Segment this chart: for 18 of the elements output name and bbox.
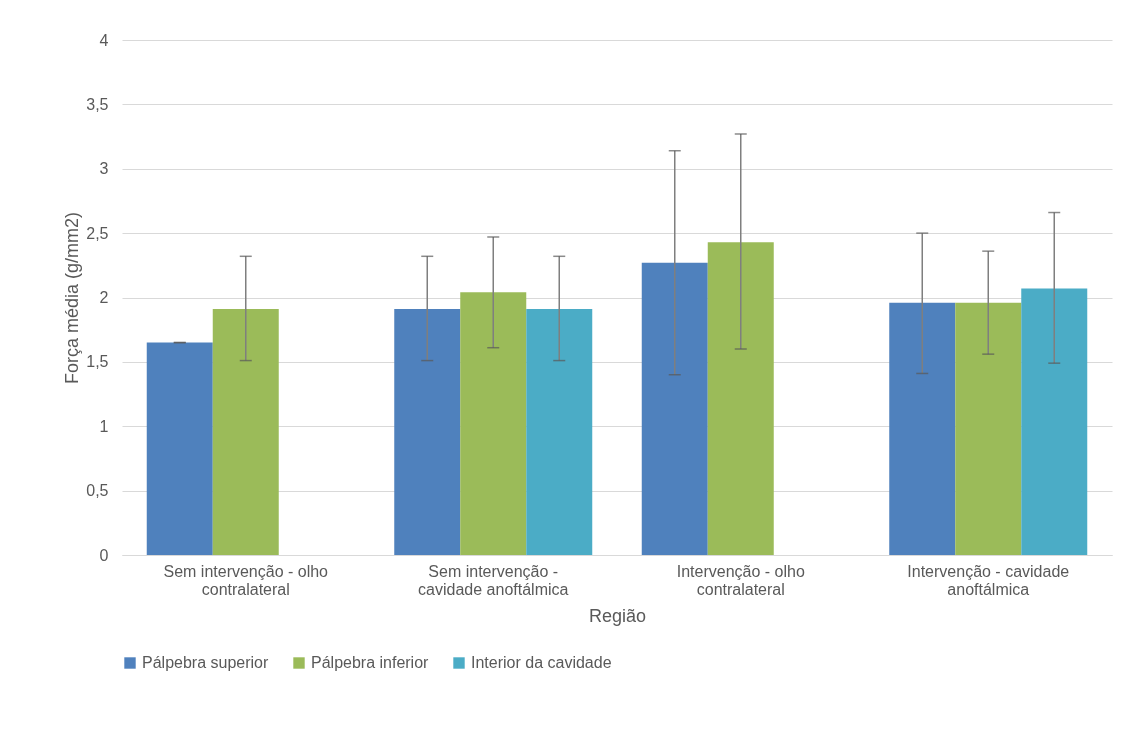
legend-label: Pálpebra superior <box>142 654 269 671</box>
y-tick-label: 4 <box>99 31 109 49</box>
y-tick-label: 1,5 <box>86 353 109 371</box>
legend-label: Interior da cavidade <box>471 654 612 671</box>
y-tick-label: 0 <box>99 546 109 564</box>
x-tick-label: Intervenção - cavidade anoftálmica <box>907 562 1070 598</box>
x-tick-label: Intervenção - olho contralateral <box>676 562 805 598</box>
y-tick-label: 3,5 <box>86 95 109 113</box>
y-axis-title: Força média (g/mm2) <box>62 211 83 385</box>
y-tick-label: 3 <box>99 160 109 178</box>
x-axis-title: Região <box>588 605 647 626</box>
y-tick-label: 2 <box>99 289 109 306</box>
legend-label: Pálpebra inferior <box>311 654 430 671</box>
x-tick-label: Sem intervenção - cavidade anoftálmica <box>418 562 569 598</box>
y-tick-label: 1 <box>99 417 109 435</box>
y-tick-label: 0,5 <box>86 482 109 500</box>
x-tick-label: Sem intervenção - olho contralateral <box>163 562 329 598</box>
y-tick-label: 2,5 <box>86 224 109 242</box>
